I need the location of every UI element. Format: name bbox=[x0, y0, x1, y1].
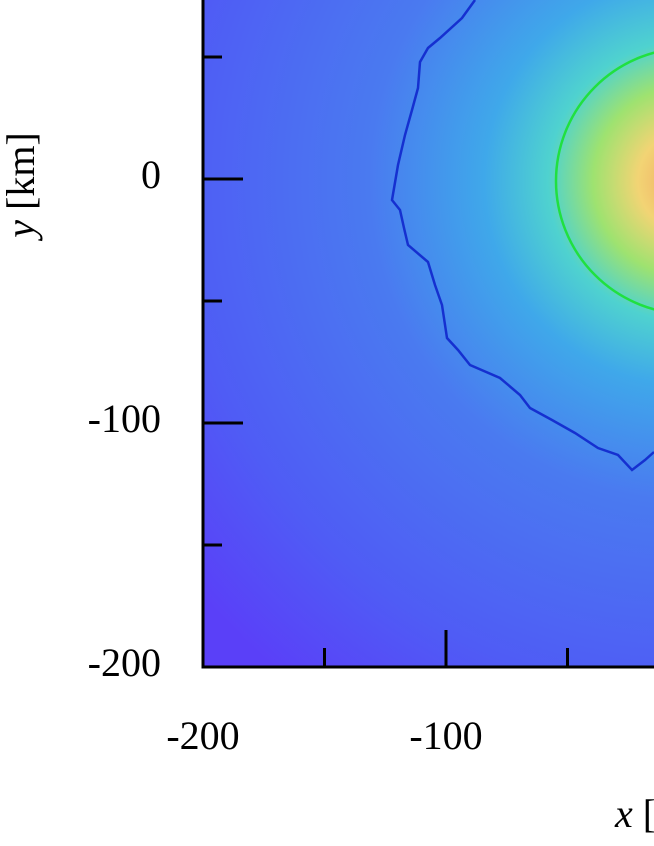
contour-inner bbox=[554, 51, 654, 311]
y-tick-label: -100 bbox=[88, 396, 161, 441]
x-axis-label: x [km] bbox=[614, 791, 654, 836]
plot-area bbox=[203, 0, 654, 667]
y-tick-label: -200 bbox=[88, 640, 161, 685]
x-tick-label: -200 bbox=[166, 713, 239, 758]
x-tick-label: -100 bbox=[409, 713, 482, 758]
y-tick-label: 0 bbox=[141, 152, 161, 197]
y-axis-label: y [km] bbox=[0, 132, 43, 242]
contour-outer bbox=[390, 0, 654, 472]
heatmap bbox=[203, 0, 654, 667]
